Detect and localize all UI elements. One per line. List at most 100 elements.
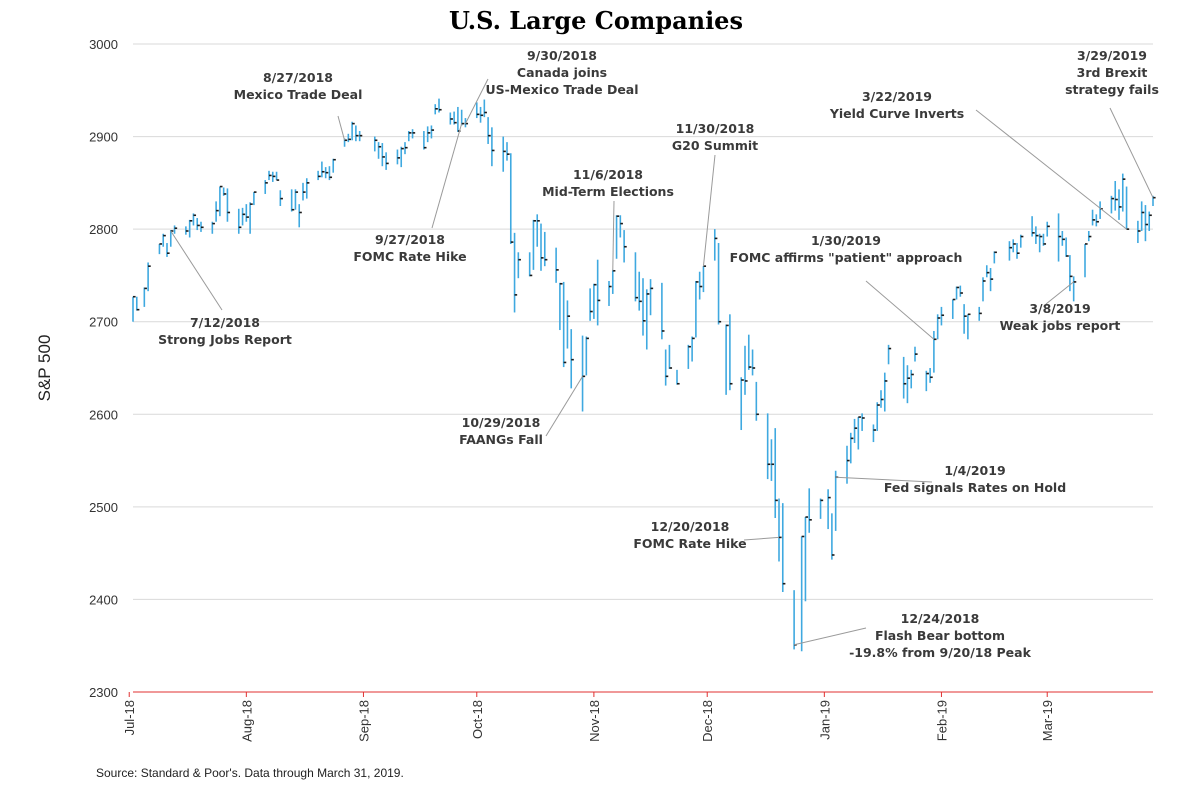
ohlc-bar: [351, 121, 355, 141]
ohlc-bar: [619, 215, 623, 238]
ohlc-bar: [509, 153, 514, 244]
ohlc-bar: [1057, 213, 1062, 262]
annotation: 11/6/2018 Mid-Term Elections: [542, 167, 674, 271]
annotations: 7/12/2018 Strong Jobs Report 8/27/2018 Mexi…: [158, 48, 1159, 660]
annotation-text: strategy fails: [1065, 82, 1159, 97]
ohlc-bar: [434, 104, 438, 115]
ohlc-bar: [517, 252, 521, 279]
annotation-leader: [431, 123, 463, 229]
annotation-leader: [464, 78, 489, 124]
ohlc-bar: [438, 98, 442, 113]
ohlc-bar: [1125, 186, 1130, 230]
annotation: 10/29/2018 FAANGs Fall: [459, 376, 583, 447]
annotation-leader: [793, 627, 867, 646]
ohlc-bar: [566, 300, 571, 349]
annotation-text: Weak jobs report: [1000, 318, 1121, 333]
annotation-text: Mexico Trade Deal: [234, 87, 363, 102]
annotation: 1/30/2019 FOMC affirms "patient" approach: [730, 233, 962, 340]
ohlc-bar: [321, 161, 325, 178]
ohlc-bar: [294, 189, 299, 210]
ohlc-bar: [1110, 195, 1115, 214]
ohlc-bar: [373, 136, 378, 152]
x-tick-label: Jul-18: [122, 700, 137, 735]
ohlc-bar: [883, 372, 888, 412]
ohlc-bar: [623, 230, 627, 263]
ohlc-bar: [1019, 234, 1024, 248]
ohlc-bar: [528, 252, 533, 277]
annotation: 7/12/2018 Strong Jobs Report: [158, 230, 292, 347]
ohlc-bar: [778, 498, 782, 562]
ohlc-bar: [249, 202, 253, 234]
ohlc-bar: [355, 125, 359, 142]
y-tick-label: 2600: [89, 407, 118, 422]
annotation: 8/27/2018 Mexico Trade Deal: [234, 70, 363, 141]
x-axis-ticks: Jul-18 Aug-18 Sep-18 Oct-18 Nov-18 Dec-18 Jan-…: [122, 692, 1055, 742]
ohlc-bar: [887, 344, 892, 365]
ohlc-bar: [506, 142, 510, 161]
ohlc-bar: [237, 208, 242, 234]
ohlc-bar: [166, 243, 170, 257]
ohlc-bar: [834, 470, 839, 531]
ohlc-bar: [1061, 230, 1065, 246]
ohlc-bar: [1031, 216, 1035, 237]
x-tick-label: Jan-19: [817, 700, 832, 740]
x-tick-label: Mar-19: [1040, 700, 1055, 741]
ohlc-bar: [1091, 209, 1096, 226]
annotation-text: Flash Bear bottom: [875, 628, 1005, 643]
ohlc-bar: [1016, 243, 1020, 259]
annotation-text: FOMC Rate Hike: [353, 249, 466, 264]
annotation-text: 3/29/2019: [1077, 48, 1147, 63]
ohlc-bar: [642, 278, 646, 336]
ohlc-bar: [982, 277, 986, 302]
ohlc-bar: [717, 243, 722, 325]
annotation-text: 12/20/2018: [651, 519, 730, 534]
ohlc-bar: [929, 368, 933, 383]
ohlc-bar: [479, 106, 484, 123]
ohlc-bar: [993, 251, 997, 264]
ohlc-bar: [638, 271, 642, 311]
annotation-leader: [835, 476, 933, 483]
ohlc-bar: [449, 112, 453, 125]
ohlc-bar: [173, 225, 178, 234]
ohlc-bar: [483, 99, 487, 118]
ohlc-bar: [158, 243, 163, 255]
ohlc-bar: [902, 356, 907, 399]
ohlc-bar: [729, 314, 733, 391]
ohlc-bar: [695, 280, 699, 338]
ohlc-bar: [725, 324, 729, 395]
ohlc-bar: [135, 296, 140, 311]
ohlc-bar: [1140, 201, 1145, 231]
ohlc-bar: [766, 413, 771, 480]
annotation-leader: [170, 230, 223, 311]
ohlc-bar: [581, 335, 586, 412]
ohlc-bar: [951, 298, 956, 319]
y-tick-label: 2500: [89, 500, 118, 515]
ohlc-bar: [423, 131, 427, 150]
ohlc-bar: [989, 268, 994, 292]
ohlc-bar: [585, 336, 589, 376]
annotation-text: 11/30/2018: [676, 121, 755, 136]
ohlc-bar: [668, 344, 673, 369]
ohlc-bar: [1144, 205, 1149, 242]
ohlc-bar: [132, 295, 136, 322]
ohlc-bar: [1087, 230, 1092, 242]
annotation-leader: [1109, 107, 1154, 198]
ohlc-bar: [513, 232, 518, 313]
ohlc-bar: [317, 170, 321, 181]
ohlc-bar: [925, 370, 929, 392]
ohlc-bar: [781, 503, 786, 593]
ohlc-bar: [698, 271, 703, 300]
ohlc-bar: [702, 265, 707, 293]
ohlc-bar: [381, 143, 385, 167]
ohlc-bar: [853, 418, 858, 443]
annotation-leader: [865, 280, 935, 340]
ohlc-bar: [589, 288, 593, 321]
ohlc-bar: [593, 283, 597, 319]
y-tick-label: 2400: [89, 592, 118, 607]
x-tick-label: Dec-18: [700, 700, 715, 742]
ohlc-bar: [880, 390, 884, 408]
ohlc-bar: [755, 381, 759, 421]
annotation-text: 3/8/2019: [1029, 301, 1090, 316]
ohlc-series: [132, 98, 1156, 652]
